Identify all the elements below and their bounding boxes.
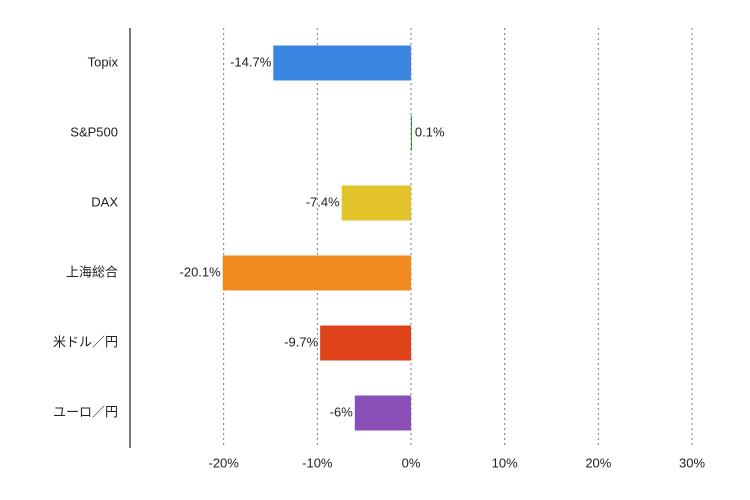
value-label: -7.4% bbox=[306, 194, 340, 209]
value-label: -14.7% bbox=[230, 54, 272, 69]
x-tick-label: 10% bbox=[492, 455, 518, 470]
value-label: 0.1% bbox=[415, 124, 445, 139]
bar bbox=[341, 185, 411, 221]
value-label: -20.1% bbox=[180, 264, 222, 279]
y-tick-label: 上海総合 bbox=[66, 264, 118, 279]
y-tick-label: 米ドル／円 bbox=[53, 334, 118, 349]
bar bbox=[320, 325, 411, 361]
x-tick-label: -10% bbox=[302, 455, 333, 470]
value-label: -6% bbox=[330, 404, 354, 419]
bar bbox=[411, 115, 412, 151]
x-tick-label: 30% bbox=[679, 455, 705, 470]
y-tick-label: ユーロ／円 bbox=[53, 404, 118, 419]
bar bbox=[354, 395, 411, 431]
x-tick-label: 20% bbox=[585, 455, 611, 470]
y-tick-label: S&P500 bbox=[70, 124, 118, 139]
x-tick-label: 0% bbox=[402, 455, 421, 470]
bar bbox=[273, 45, 411, 81]
bar bbox=[222, 255, 411, 291]
y-tick-label: DAX bbox=[91, 194, 118, 209]
x-tick-label: -20% bbox=[208, 455, 239, 470]
y-tick-label: Topix bbox=[88, 54, 119, 69]
value-label: -9.7% bbox=[284, 334, 318, 349]
